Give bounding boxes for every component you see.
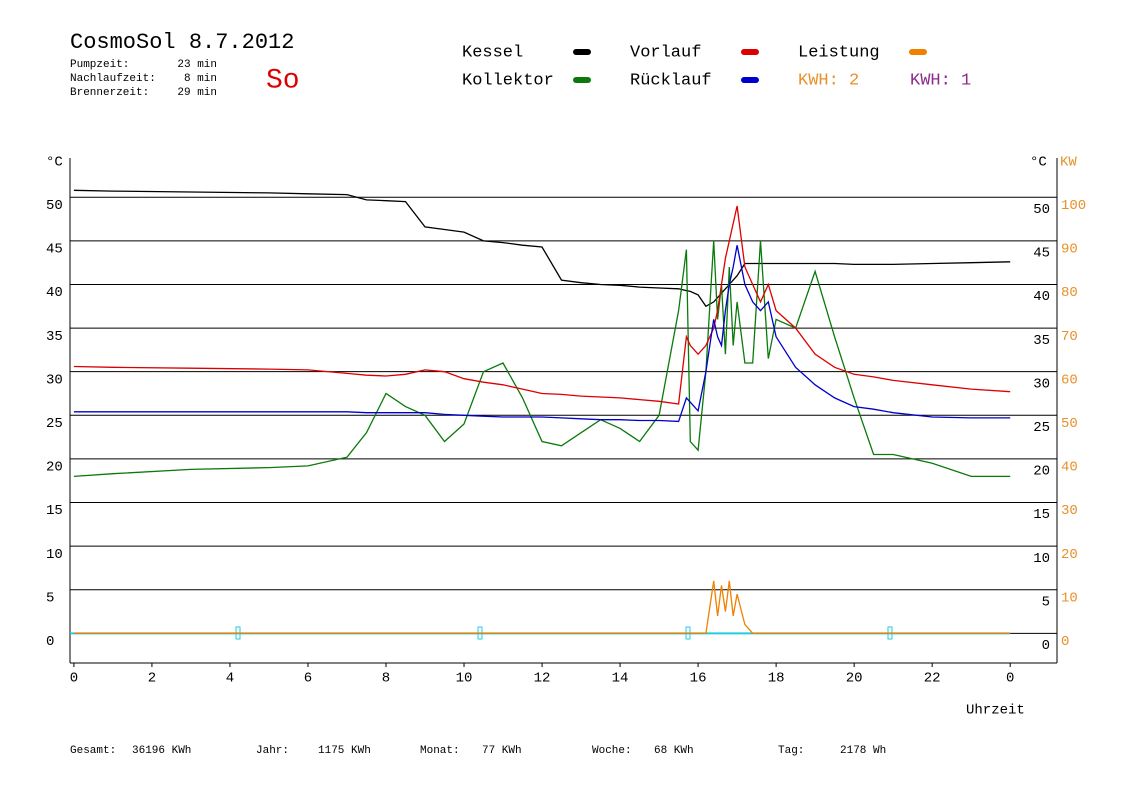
y2-tick-label: 40: [1061, 460, 1078, 476]
info-value: 8 min: [184, 73, 217, 85]
y2-tick-label: 80: [1061, 285, 1078, 301]
y-tick-label: 10: [46, 547, 63, 563]
y2-tick-label: 90: [1061, 242, 1078, 258]
x-tick-label: 4: [226, 671, 234, 687]
series-line: [73, 240, 1011, 478]
day-label: So: [266, 65, 300, 96]
y-tick-label: 50: [46, 198, 63, 214]
total-label: Monat:: [420, 745, 460, 757]
series-line: [73, 189, 1011, 308]
x-tick-label: 16: [690, 671, 707, 687]
y-axis-label: °C: [46, 155, 63, 171]
x-tick-label: 20: [846, 671, 863, 687]
y2-tick-label: 50: [1061, 416, 1078, 432]
series-line: [73, 245, 1011, 423]
total-value: 2178 Wh: [840, 745, 886, 757]
y-tick-label-right: 20: [1033, 464, 1050, 480]
y-tick-label-right: 25: [1033, 420, 1050, 436]
x-tick-label: 2: [148, 671, 156, 687]
info-value: 29 min: [177, 87, 217, 99]
y-tick-label-right: 0: [1042, 638, 1050, 654]
total-label: Tag:: [778, 745, 804, 757]
series-line: [73, 580, 1011, 634]
series-line: [73, 205, 1011, 405]
y-tick-label-right: 30: [1033, 376, 1050, 392]
info-value: 23 min: [177, 59, 217, 71]
y-tick-label-right: 35: [1033, 333, 1050, 349]
y-tick-label: 30: [46, 372, 63, 388]
chart-title: CosmoSol 8.7.2012: [70, 30, 294, 55]
x-tick-label: 22: [924, 671, 941, 687]
x-tick-label: 6: [304, 671, 312, 687]
y-tick-label-right: 5: [1042, 594, 1050, 610]
total-value: 36196 KWh: [132, 745, 191, 757]
y2-tick-label: 10: [1061, 590, 1078, 606]
info-label: Pumpzeit:: [70, 59, 129, 71]
x-tick-label: 10: [456, 671, 473, 687]
y-tick-label: 45: [46, 242, 63, 258]
y2-axis-label: KW: [1060, 155, 1077, 171]
kwh-label: KWH: 1: [910, 71, 971, 90]
y-tick-label-right: 40: [1033, 289, 1050, 305]
x-tick-label: 0: [70, 671, 78, 687]
y2-tick-label: 20: [1061, 547, 1078, 563]
total-value: 77 KWh: [482, 745, 522, 757]
x-tick-label: 12: [534, 671, 551, 687]
info-label: Nachlaufzeit:: [70, 73, 156, 85]
total-value: 68 KWh: [654, 745, 694, 757]
info-label: Brennerzeit:: [70, 87, 149, 99]
y2-tick-label: 60: [1061, 372, 1078, 388]
y-tick-label: 25: [46, 416, 63, 432]
y-tick-label-right: 15: [1033, 507, 1050, 523]
y-tick-label: 35: [46, 329, 63, 345]
y-tick-label-right: 10: [1033, 551, 1050, 567]
x-tick-label: 0: [1006, 671, 1014, 687]
kwh-label: KWH: 2: [798, 71, 859, 90]
x-tick-label: 18: [768, 671, 785, 687]
total-label: Woche:: [592, 745, 632, 757]
y-tick-label-right: 50: [1033, 202, 1050, 218]
y-tick-label: 20: [46, 460, 63, 476]
y-tick-label: 15: [46, 503, 63, 519]
total-label: Jahr:: [256, 745, 289, 757]
x-axis-label: Uhrzeit: [966, 703, 1025, 719]
y2-tick-label: 100: [1061, 198, 1086, 214]
y2-celsius-label: °C: [1030, 155, 1047, 171]
y-tick-label: 0: [46, 634, 54, 650]
y-tick-label: 40: [46, 285, 63, 301]
y-tick-label-right: 45: [1033, 246, 1050, 262]
x-tick-label: 8: [382, 671, 390, 687]
legend-label: Rücklauf: [630, 71, 712, 90]
y2-tick-label: 70: [1061, 329, 1078, 345]
legend-label: Leistung: [798, 43, 880, 62]
total-label: Gesamt:: [70, 745, 116, 757]
legend-label: Kollektor: [462, 71, 554, 90]
y-tick-label: 5: [46, 590, 54, 606]
x-tick-label: 14: [612, 671, 629, 687]
legend-label: Kessel: [462, 43, 523, 62]
total-value: 1175 KWh: [318, 745, 371, 757]
y2-tick-label: 30: [1061, 503, 1078, 519]
y2-tick-label: 0: [1061, 634, 1069, 650]
legend-label: Vorlauf: [630, 43, 701, 62]
